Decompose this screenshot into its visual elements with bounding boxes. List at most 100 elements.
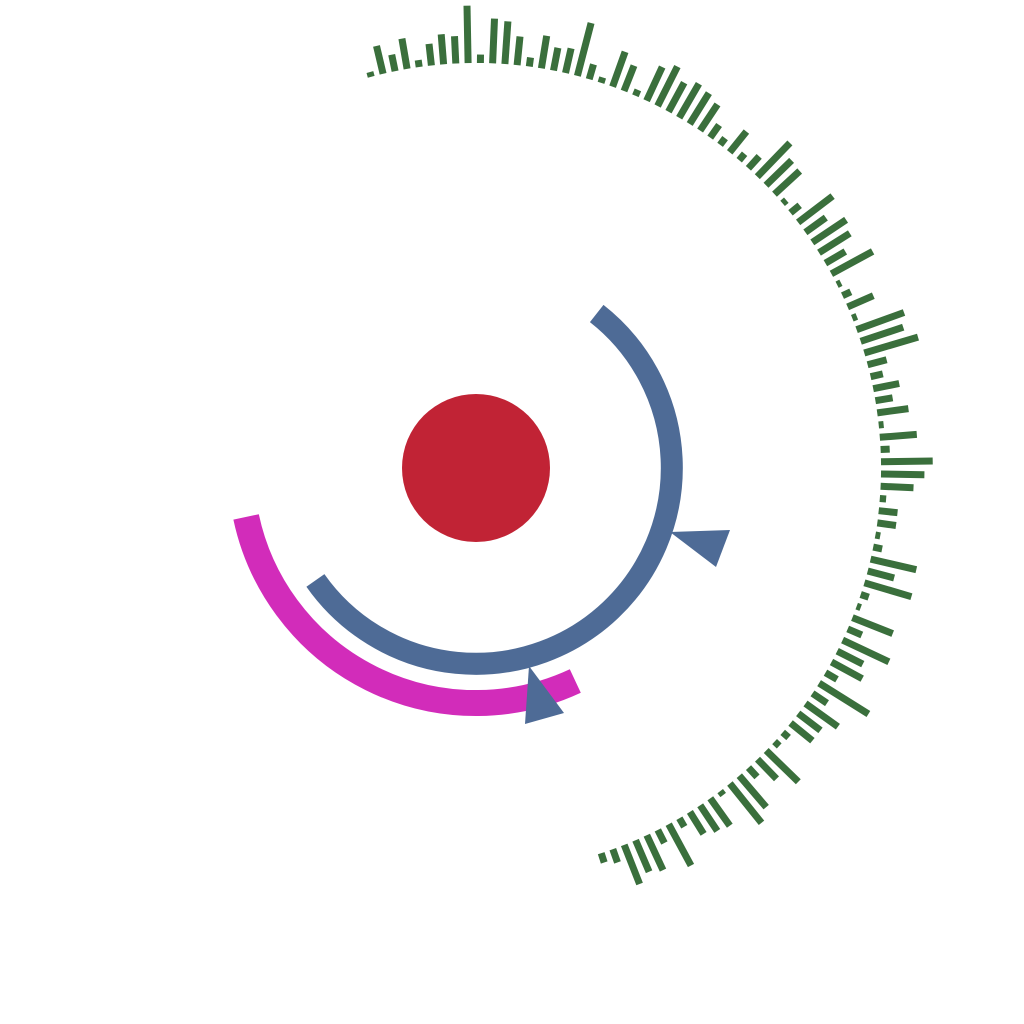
inner-arc <box>306 304 683 675</box>
radial-bar <box>872 380 900 393</box>
radial-bar <box>846 625 864 639</box>
radial-bar <box>373 45 387 75</box>
radial-bar <box>841 636 891 665</box>
radial-bar <box>697 803 721 833</box>
radial-bar <box>863 579 913 601</box>
radial-bar <box>745 765 760 780</box>
radial-bar <box>574 22 595 77</box>
radial-bar <box>609 50 629 88</box>
radial-bar <box>585 63 597 81</box>
radial-bar <box>866 356 888 369</box>
radial-bar <box>632 838 653 874</box>
radial-bar <box>501 21 512 65</box>
radial-bar <box>763 157 795 188</box>
radial-bar <box>879 495 887 503</box>
radial-bar <box>772 739 782 749</box>
radial-bar <box>880 482 914 492</box>
radial-bar <box>388 53 399 72</box>
radial-bar <box>665 81 688 114</box>
radial-bar <box>829 248 875 277</box>
outer-arc <box>233 514 581 717</box>
radial-bar <box>525 57 534 67</box>
radial-bar <box>872 543 883 553</box>
radial-bar <box>817 230 852 256</box>
radial-bar <box>697 102 721 133</box>
radial-bar <box>717 136 728 147</box>
radial-bar <box>829 658 864 682</box>
radial-bar-track <box>366 5 933 886</box>
radial-bar <box>562 47 575 74</box>
radial-bar <box>437 34 448 65</box>
radial-bar <box>863 333 919 357</box>
center-circle <box>402 394 550 542</box>
radial-bar <box>643 833 667 872</box>
radial-bar <box>654 828 668 845</box>
radial-bar <box>876 405 909 417</box>
radial-bar <box>823 248 848 267</box>
radial-bar <box>803 214 828 236</box>
radial-bar <box>620 843 643 886</box>
radial-bar <box>726 129 750 155</box>
radial-bar <box>463 5 472 64</box>
radial-bar <box>550 47 562 72</box>
radial-bar <box>859 323 905 345</box>
radial-bar <box>745 154 762 171</box>
radial-bar <box>686 810 707 836</box>
radial-bar <box>707 796 733 828</box>
radial-bar <box>665 822 695 868</box>
radial-bar <box>676 816 688 829</box>
radial-bar <box>654 65 681 108</box>
radial-bar <box>810 690 829 707</box>
radial-bar <box>780 729 791 741</box>
radial-bar <box>754 140 793 180</box>
radial-bar <box>736 151 748 163</box>
radial-bar <box>620 64 638 93</box>
radial-bar <box>451 36 460 64</box>
radial-bar <box>835 279 843 288</box>
inner-arc-arrowhead-right <box>670 530 730 567</box>
radial-bar <box>736 773 769 810</box>
radial-bar <box>727 781 765 825</box>
radial-bar <box>398 38 411 70</box>
radial-bar <box>859 591 870 601</box>
radial-bar <box>717 788 726 798</box>
radial-bar <box>366 71 375 78</box>
radial-bar <box>597 76 607 84</box>
radial-bar <box>835 647 865 668</box>
radial-bar <box>707 122 722 140</box>
radial-bar <box>841 288 853 299</box>
radial-bar <box>810 216 849 246</box>
radial-bar <box>537 35 551 69</box>
radial-bar <box>823 669 839 683</box>
radial-bar <box>817 680 871 717</box>
radial-bar <box>796 710 823 734</box>
radial-bar <box>866 567 895 582</box>
radial-bar <box>788 202 802 216</box>
radial-bar <box>874 394 894 405</box>
radial-bar <box>803 700 840 730</box>
radial-bar <box>425 43 435 66</box>
radial-bar <box>879 430 918 441</box>
radial-bar <box>846 292 875 311</box>
radial-bar <box>880 470 925 479</box>
radial-bar <box>513 36 524 66</box>
radial-bar <box>772 168 803 197</box>
radial-bar <box>855 602 862 611</box>
inner-arc-arrowhead-bottom <box>525 666 564 724</box>
radial-bar <box>851 313 859 322</box>
radial-bar <box>878 507 898 517</box>
radial-bar <box>676 82 702 120</box>
radial-bar <box>414 59 423 68</box>
radial-bar <box>876 519 897 529</box>
radial-bar <box>489 18 498 64</box>
radial-bar <box>597 852 608 864</box>
radial-bar <box>880 457 933 466</box>
radial-bar <box>632 88 642 98</box>
radial-bar <box>686 91 712 126</box>
radial-bar <box>851 614 894 637</box>
radial-bar <box>754 756 780 782</box>
radial-bar <box>763 747 801 785</box>
radial-bar <box>878 421 884 429</box>
radial-bar <box>869 555 918 574</box>
